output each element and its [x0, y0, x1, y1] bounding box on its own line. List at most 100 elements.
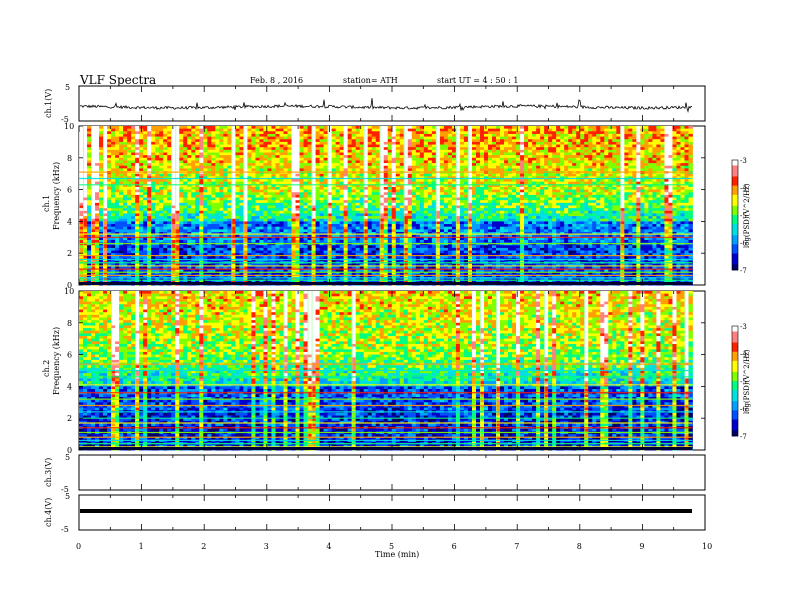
spectrogram-cell — [175, 133, 180, 137]
spectrogram-cell — [548, 133, 553, 137]
spectrogram-cell — [536, 202, 541, 206]
spectrogram-cell — [219, 189, 224, 193]
spectrogram-cell — [335, 210, 341, 214]
spectrogram-cell — [231, 200, 236, 204]
spectrogram-cell — [191, 184, 196, 188]
spectrogram-cell — [251, 147, 256, 151]
spectrogram-cell — [612, 194, 617, 198]
spectrogram-cell — [183, 155, 188, 159]
spectrogram-cell — [451, 165, 457, 169]
spectrogram-cell — [431, 194, 437, 198]
spectrogram-cell — [159, 128, 164, 132]
spectrogram-cell — [179, 126, 184, 130]
spectrogram-cell — [319, 160, 324, 164]
spectrogram-cell — [560, 179, 565, 183]
spectrogram-cell — [291, 147, 296, 151]
spectrogram-cell — [259, 173, 264, 177]
spectrogram-cell — [479, 181, 485, 185]
spectrogram-cell — [391, 186, 397, 190]
spectrogram-cell — [139, 152, 144, 156]
spectrogram-cell — [111, 149, 116, 153]
spectrogram-cell — [287, 189, 292, 193]
spectrogram-cell — [131, 210, 136, 214]
spectrogram-cell — [640, 168, 645, 172]
spectrogram-cell — [407, 173, 413, 177]
spectrogram-cell — [275, 133, 280, 137]
spectrogram-cell — [111, 128, 116, 132]
spectrogram-cell — [259, 197, 264, 201]
spectrogram-cell — [235, 131, 240, 135]
spectrogram-cell — [600, 200, 605, 204]
spectrogram-cell — [668, 147, 673, 151]
spectrogram-cell — [435, 144, 441, 148]
spectrogram-cell — [487, 181, 493, 185]
spectrogram-cell — [107, 141, 112, 145]
spectrogram-cell — [131, 144, 136, 148]
spectrogram-cell — [592, 184, 597, 188]
spectrogram-cell — [187, 136, 192, 140]
spectrogram-cell — [528, 147, 533, 151]
spectrogram-cell — [175, 136, 180, 140]
spectrogram-cell — [307, 147, 312, 151]
spectrogram-cell — [532, 133, 537, 137]
spectrogram-cell — [660, 160, 665, 164]
spectrogram-cell — [167, 126, 172, 130]
spectrogram-cell — [243, 136, 248, 140]
spectrogram-cell — [584, 186, 589, 190]
spectrogram-cell — [616, 152, 621, 156]
spectrogram-cell — [299, 144, 304, 148]
spectrogram-cell — [636, 160, 641, 164]
spectrogram-cell — [612, 139, 617, 143]
spectrogram-cell — [668, 136, 673, 140]
spectrogram-cell — [207, 157, 212, 161]
spectrogram-cell — [608, 157, 613, 161]
spectrogram-cell — [167, 202, 172, 206]
spectrogram-cell — [532, 186, 537, 190]
spectrogram-cell — [367, 141, 373, 145]
spectrogram-cell — [660, 126, 665, 130]
spectrogram-cell — [295, 155, 300, 159]
spectrogram-cell — [159, 141, 164, 145]
spectrogram-cell — [572, 205, 577, 209]
spectrogram-cell — [227, 192, 232, 196]
spectrogram-cell — [363, 181, 369, 185]
spectrogram-cell — [359, 131, 365, 135]
spectrogram-cell — [255, 152, 260, 156]
spectrogram-cell — [351, 144, 357, 148]
spectrogram-cell — [203, 157, 208, 161]
spectrogram-cell — [592, 128, 597, 132]
spectrogram-cell — [463, 189, 469, 193]
spectrogram-cell — [319, 149, 324, 153]
spectrogram-cell — [279, 133, 284, 137]
spectrogram-cell — [439, 181, 445, 185]
spectrogram-cell — [628, 202, 633, 206]
spectrogram-cell — [644, 173, 649, 177]
spectrogram-cell — [115, 186, 120, 190]
spectrogram-cell — [479, 205, 485, 209]
spectrogram-cell — [231, 157, 236, 161]
spectrogram-cell — [83, 200, 88, 204]
spectrogram-cell — [171, 147, 176, 151]
spectrogram-cell — [568, 131, 573, 135]
spectrogram-cell — [143, 186, 148, 190]
spectrogram-cell — [644, 165, 649, 169]
spectrogram-cell — [115, 144, 120, 148]
spectrogram-cell — [247, 136, 252, 140]
spectrogram-cell — [119, 136, 124, 140]
spectrogram-cell — [303, 202, 308, 206]
spectrogram-cell — [508, 197, 513, 201]
spectrogram-cell — [83, 202, 88, 206]
spectrogram-cell — [155, 155, 160, 159]
spectrogram-cell — [455, 136, 461, 140]
spectrogram-cell — [363, 136, 369, 140]
spectrogram-cell — [536, 181, 541, 185]
spectrogram-cell — [616, 155, 621, 159]
spectrogram-cell — [524, 160, 529, 164]
spectrogram-cell — [155, 139, 160, 143]
spectrogram-cell — [664, 133, 669, 137]
spectrogram-cell — [387, 126, 393, 130]
spectrogram-cell — [548, 141, 553, 145]
spectrogram-cell — [323, 186, 328, 190]
spectrogram-cell — [684, 173, 689, 177]
spectrogram-cell — [596, 189, 601, 193]
